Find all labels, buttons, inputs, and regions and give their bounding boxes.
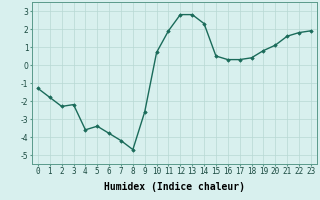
X-axis label: Humidex (Indice chaleur): Humidex (Indice chaleur) <box>104 182 245 192</box>
